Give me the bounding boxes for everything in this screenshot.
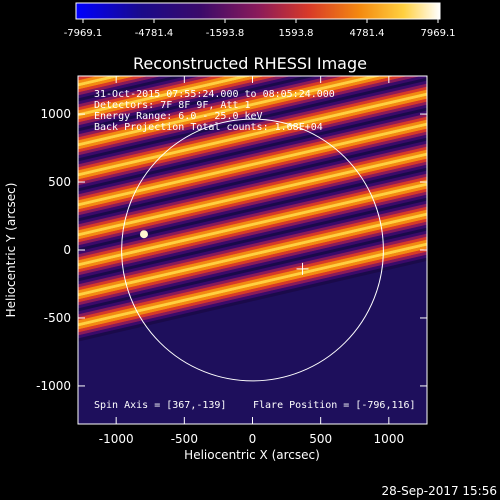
x-tick-label: 1000 <box>374 432 405 446</box>
y-tick-label: -1000 <box>36 379 71 393</box>
y-tick-label: -500 <box>44 311 71 325</box>
x-axis-label: Heliocentric X (arcsec) <box>184 448 320 462</box>
axis-ticks: -1000 -500 0 500 1000 1000 500 0 -500 -1000 <box>36 76 427 446</box>
colorbar-tick-label: 1593.8 <box>279 28 314 39</box>
solar-limb-circle <box>121 118 384 382</box>
spin-axis-label: Spin Axis = [367,-139] <box>94 400 226 411</box>
colorbar-tick-label: 7969.1 <box>421 28 456 39</box>
annotation-energy-range: Energy Range: 6.0 - 25.0 keV <box>94 111 263 122</box>
flare-source <box>139 230 148 239</box>
colorbar-tick-label: -4781.4 <box>135 28 174 39</box>
colorbar-ticks: -7969.1 -4781.4 -1593.8 1593.8 4781.4 7969.1 <box>64 19 456 39</box>
y-tick-label: 500 <box>48 175 71 189</box>
annotation-detectors: Detectors: 7F 8F 9F, Att 1 <box>94 100 251 111</box>
x-tick-label: -500 <box>171 432 198 446</box>
colorbar <box>75 2 441 20</box>
timestamp: 28-Sep-2017 15:56 <box>382 484 497 498</box>
annotation-time-range: 31-Oct-2015 07:55:24.000 to 08:05:24.000 <box>94 89 335 100</box>
heatmap-image <box>78 76 427 424</box>
y-axis-label: Heliocentric Y (arcsec) <box>4 183 18 318</box>
colorbar-tick-label: -7969.1 <box>64 28 103 39</box>
x-tick-label: 500 <box>309 432 332 446</box>
x-tick-label: 0 <box>249 432 257 446</box>
colorbar-tick-label: 4781.4 <box>350 28 385 39</box>
chart-title: Reconstructed RHESSI Image <box>133 54 367 73</box>
colorbar-tick-label: -1593.8 <box>206 28 245 39</box>
spin-axis-marker <box>296 262 309 275</box>
y-tick-label: 1000 <box>40 107 71 121</box>
annotation-method-counts: Back Projection Total counts: 1.68E+04 <box>94 122 323 133</box>
x-tick-label: -1000 <box>99 432 134 446</box>
flare-position-label: Flare Position = [-796,116] <box>253 400 416 411</box>
y-tick-label: 0 <box>63 243 71 257</box>
